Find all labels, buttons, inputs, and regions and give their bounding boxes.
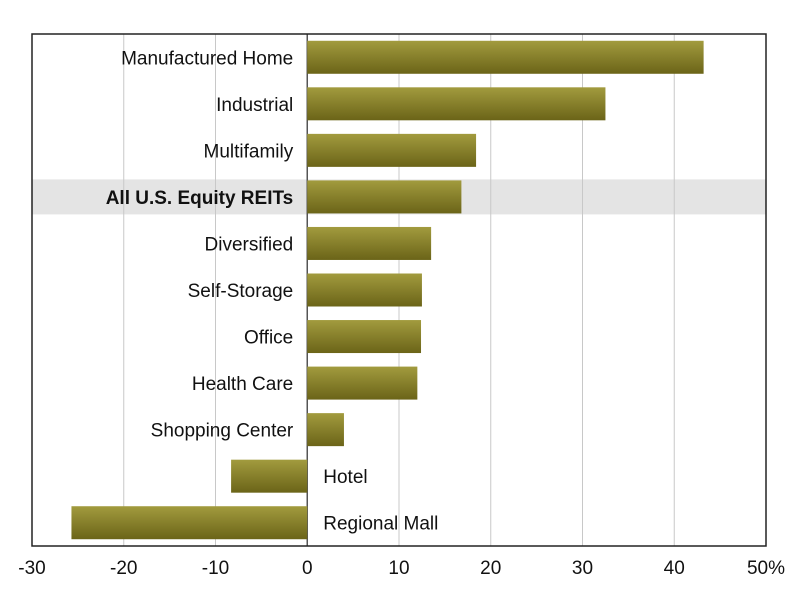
bar	[307, 366, 418, 400]
x-tick-label: 30	[572, 558, 593, 579]
bar	[307, 87, 606, 121]
x-tick-label: 50%	[747, 558, 785, 579]
x-tick-label: 10	[388, 558, 409, 579]
category-label: Industrial	[216, 95, 293, 116]
category-label: Regional Mall	[323, 514, 438, 535]
x-tick-label: -10	[202, 558, 229, 579]
category-label: Health Care	[192, 374, 293, 395]
bar	[307, 180, 462, 214]
x-tick-label: 0	[302, 558, 313, 579]
bar	[307, 226, 432, 260]
category-label: Office	[244, 328, 293, 349]
bar	[307, 40, 704, 74]
bar	[71, 506, 308, 540]
category-label: Hotel	[323, 467, 367, 488]
category-label: Multifamily	[204, 141, 294, 162]
category-label: Manufactured Home	[121, 48, 293, 69]
x-tick-label: 20	[480, 558, 501, 579]
category-label: Self-Storage	[188, 281, 294, 302]
category-label: All U.S. Equity REITs	[106, 188, 294, 209]
bar	[307, 273, 422, 307]
x-tick-label: 40	[664, 558, 685, 579]
plot-frame	[31, 33, 767, 547]
bar	[231, 459, 308, 493]
x-tick-label: -30	[18, 558, 45, 579]
bar	[307, 133, 477, 167]
x-tick-label: -20	[110, 558, 137, 579]
bar	[307, 320, 422, 354]
bar	[307, 413, 344, 447]
category-label: Shopping Center	[151, 421, 294, 442]
category-label: Diversified	[205, 234, 294, 255]
